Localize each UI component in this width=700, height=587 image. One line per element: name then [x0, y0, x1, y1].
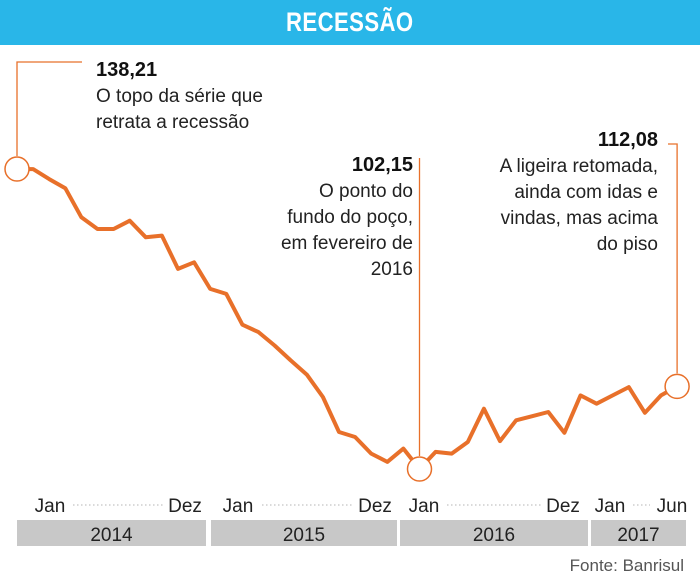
x-tick-label: Jan — [223, 496, 254, 517]
annotation-text: O ponto do — [319, 181, 413, 202]
x-tick-label: Dez — [358, 496, 392, 517]
year-label: 2014 — [90, 525, 133, 546]
annotation-text: fundo do poço, — [287, 207, 413, 228]
callout-leader — [16, 61, 82, 156]
year-label: 2015 — [283, 525, 325, 546]
x-tick-label: Jan — [409, 496, 440, 517]
annotation-text: 2016 — [371, 259, 413, 280]
callout-leader — [668, 143, 678, 374]
x-tick-label: Dez — [546, 496, 580, 517]
year-band — [17, 520, 206, 546]
data-point-marker — [664, 373, 690, 400]
data-point-marker — [406, 456, 433, 482]
year-band — [591, 520, 686, 546]
annotation-text: do piso — [597, 234, 658, 255]
year-band — [400, 520, 588, 546]
data-point-marker — [4, 156, 30, 182]
source-note: Fonte: Banrisul — [569, 556, 684, 575]
annotation-text: em fevereiro de — [281, 233, 413, 254]
year-band — [211, 520, 397, 546]
year-label: 2017 — [617, 525, 659, 546]
chart-title: RECESSÃO — [286, 7, 414, 37]
x-tick-label: Dez — [168, 496, 202, 517]
annotation-text: vindas, mas acima — [501, 208, 659, 229]
series-line — [15, 167, 680, 471]
x-tick-label: Jun — [657, 496, 688, 517]
x-tick-label: Jan — [595, 496, 626, 517]
data-label: 102,15 — [352, 154, 413, 176]
annotation-text: retrata a recessão — [96, 112, 249, 133]
x-tick-label: Jan — [35, 496, 66, 517]
annotation-text: ainda com idas e — [514, 182, 658, 203]
data-label: 112,08 — [598, 129, 658, 151]
data-label: 138,21 — [96, 59, 157, 81]
year-label: 2016 — [473, 525, 515, 546]
annotation-text: O topo da série que — [96, 86, 263, 107]
title-bar: RECESSÃO — [0, 0, 700, 45]
annotation-text: A ligeira retomada, — [500, 156, 658, 177]
